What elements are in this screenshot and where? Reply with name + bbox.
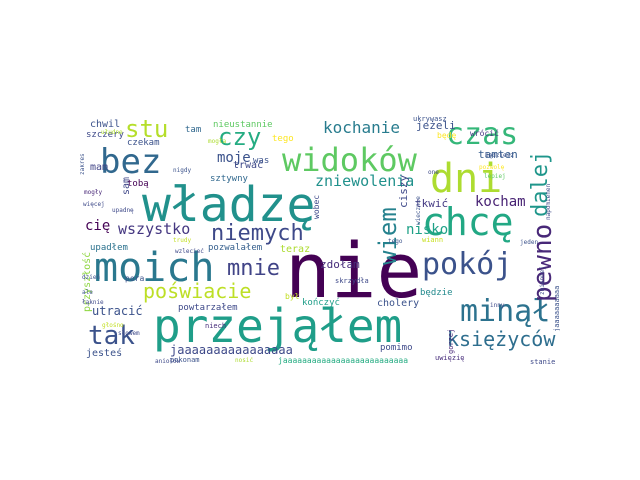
cloud-word: nieustannie — [213, 120, 273, 130]
cloud-word: łąknie — [82, 299, 104, 306]
cloud-word: ciszy — [397, 174, 410, 208]
cloud-word: będę — [437, 131, 457, 140]
cloud-word: zniewolenia — [315, 172, 415, 190]
cloud-word: niech — [205, 322, 227, 330]
cloud-word: zmiennej — [539, 266, 546, 295]
cloud-word: cię — [85, 218, 111, 234]
cloud-word: tam — [185, 125, 202, 135]
cloud-word: tobą — [127, 179, 149, 189]
cloud-word: nigdy — [173, 167, 192, 174]
cloud-word: tego — [272, 134, 294, 144]
cloud-word: moich — [94, 245, 215, 291]
cloud-word: was — [253, 156, 270, 166]
cloud-word: poświacie — [143, 279, 252, 303]
cloud-word: gorzej — [447, 328, 455, 354]
cloud-word: księżyców — [447, 327, 556, 351]
cloud-word: wiem — [374, 207, 402, 265]
cloud-word: stanie — [530, 358, 556, 366]
cloud-word: ułudne — [101, 129, 123, 136]
cloud-word: trwać — [233, 160, 264, 171]
cloud-word: minął — [460, 294, 551, 329]
cloud-word: widoków — [282, 141, 417, 179]
cloud-word: mogła — [208, 138, 227, 145]
cloud-word: będziesz — [485, 152, 514, 159]
cloud-word: upadłem — [90, 243, 128, 253]
cloud-word: mam — [90, 162, 109, 173]
cloud-word: jaaaaaaaaaaaaaaaaaaaaaaaaaa — [278, 356, 409, 365]
cloud-word: powtarzałem — [178, 303, 238, 313]
cloud-word: dzień — [82, 274, 101, 281]
cloud-word: ale — [82, 289, 93, 296]
cloud-word: kończyć — [302, 298, 340, 308]
cloud-word: był — [285, 292, 300, 301]
cloud-word: nisko — [406, 222, 449, 238]
cloud-word: kocham — [475, 194, 526, 210]
cloud-word: czy — [218, 123, 262, 151]
cloud-word: tkwić — [415, 197, 449, 210]
cloud-word: kochanie — [323, 118, 401, 137]
cloud-word: pokonam — [170, 356, 200, 364]
cloud-word: trudy — [173, 237, 192, 244]
cloud-word: czas — [446, 117, 519, 152]
cloud-word: moje — [217, 150, 251, 166]
cloud-word: uwięzię — [435, 354, 465, 362]
cloud-word: pozwolę — [479, 164, 505, 171]
cloud-word: pozwalałem — [208, 243, 263, 253]
cloud-word: skrzydła — [335, 277, 369, 285]
cloud-word: jeżeli — [416, 119, 456, 132]
cloud-word: zakres — [80, 153, 86, 175]
cloud-word: sztywny — [210, 174, 248, 184]
cloud-word: stu — [125, 115, 169, 143]
cloud-word: jaaaaaaaaaaaaaaaa — [170, 343, 293, 357]
cloud-word: mnie — [227, 256, 280, 281]
cloud-word: wiecznie — [415, 196, 422, 225]
cloud-word: chwil — [90, 119, 121, 130]
cloud-word: teraz — [280, 244, 311, 255]
cloud-word: przejąłem — [153, 299, 403, 353]
cloud-word: wobec — [312, 194, 321, 219]
cloud-word: wiann — [422, 236, 444, 244]
cloud-word: nie — [285, 226, 423, 315]
cloud-word: one — [428, 169, 439, 176]
cloud-word: będzie — [420, 288, 453, 298]
cloud-word: inny — [490, 302, 505, 309]
cloud-word: pomimo — [380, 343, 413, 353]
cloud-word: zdołam — [320, 258, 360, 271]
cloud-word: tego — [388, 238, 403, 245]
cloud-word: wrócić — [470, 129, 499, 138]
cloud-word: utracić — [92, 304, 143, 318]
cloud-word: jesteś — [86, 348, 123, 359]
cloud-word: bez — [100, 142, 162, 182]
cloud-word: tamten — [478, 148, 518, 161]
cloud-word: lepiej — [484, 173, 506, 180]
cloud-word: wzlecieć — [175, 248, 204, 255]
cloud-word: jeden — [520, 239, 539, 246]
cloud-word: czekam — [127, 138, 160, 148]
cloud-word: napomienen — [545, 183, 552, 220]
cloud-word: aniołów — [155, 358, 181, 365]
cloud-word: cholery — [377, 298, 420, 309]
cloud-word: szczery — [86, 130, 124, 140]
cloud-word: tak — [88, 321, 135, 351]
cloud-word: jaaaaaaaaaa — [553, 285, 560, 332]
cloud-word: mogły — [84, 189, 103, 196]
cloud-word: więcej — [83, 201, 105, 208]
cloud-word: nosić — [235, 357, 254, 364]
cloud-word: słowem — [118, 330, 140, 337]
cloud-word: upadnę — [112, 207, 134, 214]
cloud-word: ukrywasz — [413, 115, 447, 123]
word-cloud: nie władzę przejąłem moich widoków dni c… — [80, 115, 560, 365]
cloud-word: niemych — [211, 221, 304, 246]
cloud-word: wszystko — [118, 220, 191, 238]
cloud-word: pora — [125, 274, 145, 283]
cloud-word: władzę — [142, 177, 316, 233]
cloud-word: głośno — [102, 322, 124, 329]
cloud-word: chcę — [422, 200, 514, 244]
cloud-word: pokój — [422, 247, 513, 282]
cloud-word: dni — [430, 156, 503, 202]
